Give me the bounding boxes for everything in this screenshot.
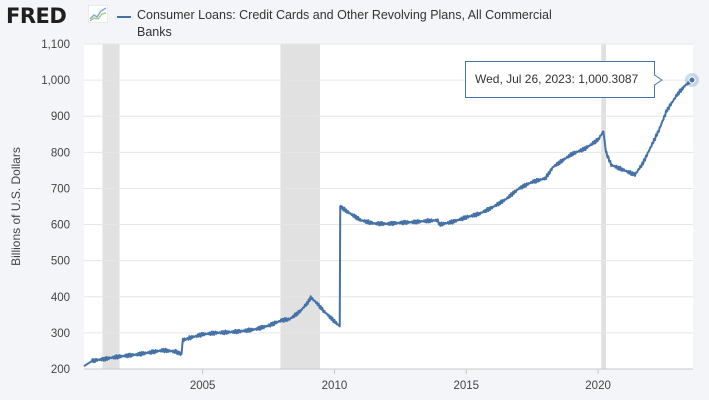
x-tick-label: 2005: [190, 380, 216, 392]
tooltip-value: 1,000.3087: [578, 72, 639, 86]
y-tick-label: 1,100: [41, 39, 70, 51]
highlight-point[interactable]: [688, 76, 696, 84]
data-tooltip: Wed, Jul 26, 2023: 1,000.3087: [465, 61, 663, 98]
series-line[interactable]: [83, 78, 693, 367]
y-tick-label: 200: [51, 364, 70, 376]
plot-background: [84, 44, 693, 369]
y-tick-label: 600: [51, 220, 70, 232]
tooltip-date: Wed, Jul 26, 2023:: [475, 72, 575, 86]
x-tick-label: 2010: [322, 380, 348, 392]
x-tick-label: 2015: [453, 380, 479, 392]
fred-logo[interactable]: FRED: [6, 4, 67, 28]
tooltip-box: [465, 61, 663, 98]
y-tick-label: 700: [51, 183, 70, 195]
tooltip-text: Wed, Jul 26, 2023: 1,000.3087: [475, 72, 638, 86]
x-tick-label: 2020: [585, 380, 611, 392]
y-tick-label: 1,000: [41, 75, 70, 87]
chart-header: FRED Consumer Loans: Credit Cards and Ot…: [0, 0, 709, 44]
y-tick-label: 300: [51, 328, 70, 340]
recession-band: [601, 44, 606, 369]
legend-series-title[interactable]: Consumer Loans: Credit Cards and Other R…: [137, 8, 552, 39]
fred-graph-icon: [88, 5, 108, 23]
legend-series-swatch: [117, 16, 131, 18]
recession-band: [102, 44, 120, 369]
y-tick-label: 500: [51, 256, 70, 268]
y-tick-label: 800: [51, 147, 70, 159]
y-tick-label: 900: [51, 111, 70, 123]
recession-band: [280, 44, 320, 369]
y-tick-label: 400: [51, 292, 70, 304]
y-axis-label: Billions of U.S. Dollars: [9, 147, 23, 266]
